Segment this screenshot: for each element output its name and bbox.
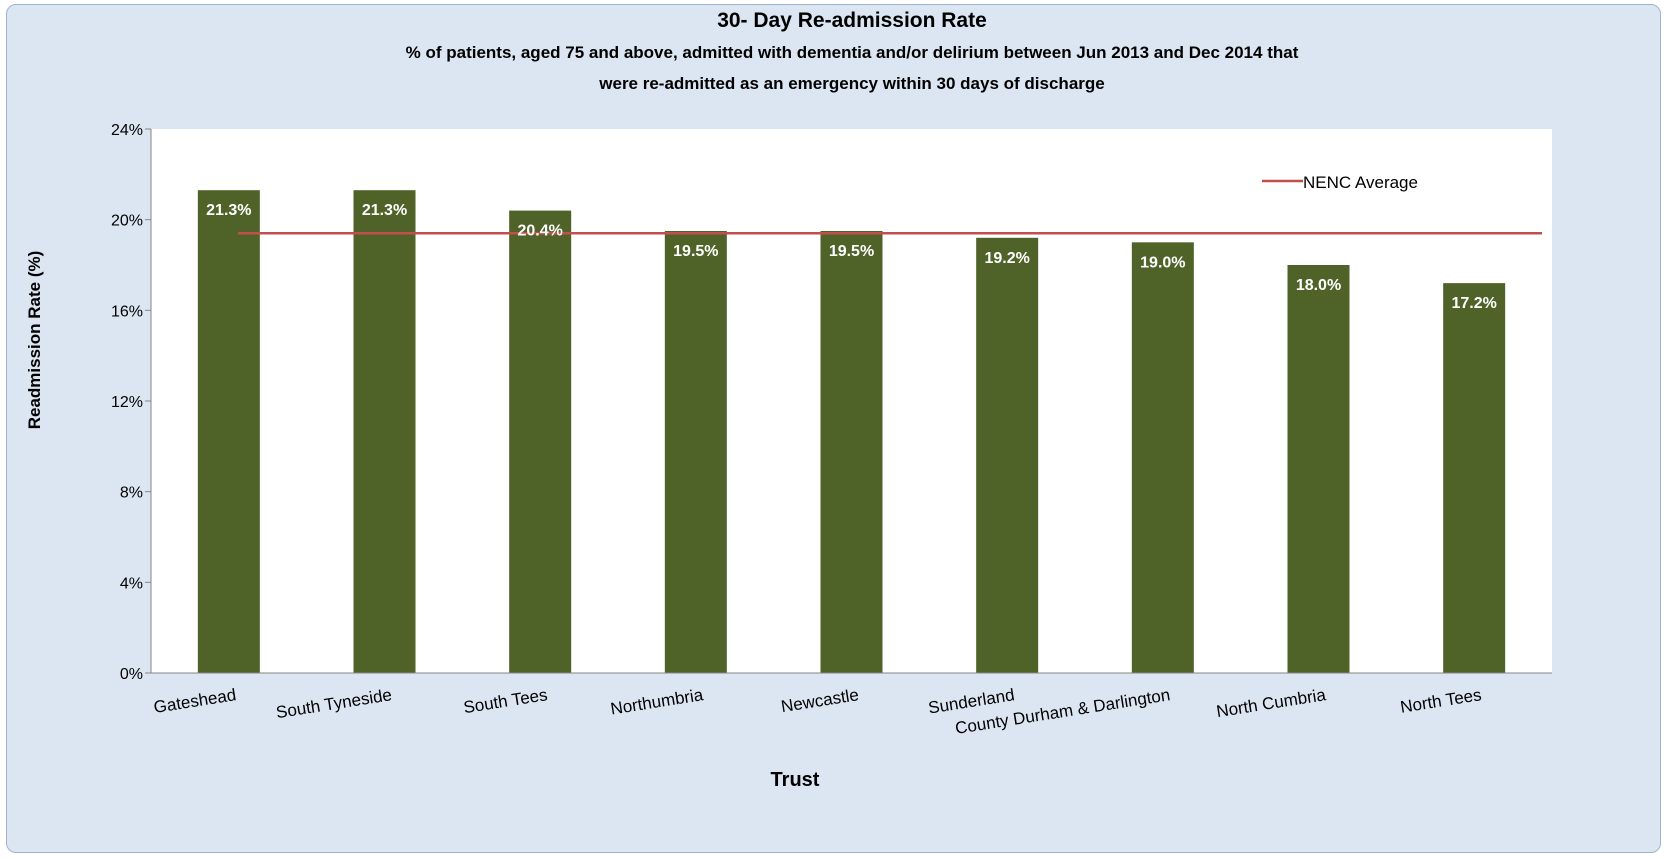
bar <box>664 231 727 673</box>
x-tick-label: North Tees <box>1399 685 1483 717</box>
y-axis-title: Readmission Rate (%) <box>25 251 44 430</box>
bar-value-label: 19.0% <box>1140 254 1185 271</box>
bar <box>1131 242 1194 674</box>
bar-value-label: 19.5% <box>829 243 874 260</box>
legend: NENC Average <box>1262 173 1418 192</box>
y-tick-label: 24% <box>111 122 143 139</box>
x-tick-label: South Tyneside <box>275 685 393 722</box>
bars-group <box>197 190 1506 674</box>
bar-value-label: 17.2% <box>1451 295 1496 312</box>
chart-subtitle-line-2: were re-admitted as an emergency within … <box>598 74 1104 93</box>
y-axis: 0% 4% 8% 12% 16% 20% 24% <box>111 122 152 683</box>
chart-subtitle-line-1: % of patients, aged 75 and above, admitt… <box>406 43 1299 62</box>
data-labels-group: 21.3% 21.3% 20.4% 19.5% 19.5% 19.2% 19.0% 18.0%… <box>206 202 1497 312</box>
y-tick-label: 0% <box>120 666 143 683</box>
bar-value-label: 19.5% <box>673 243 718 260</box>
bar <box>976 237 1039 674</box>
x-axis-title: Trust <box>771 769 820 791</box>
x-tick-label: North Cumbria <box>1215 685 1328 721</box>
y-tick-label: 4% <box>120 575 143 592</box>
x-tick-label: South Tees <box>462 685 549 717</box>
bar <box>820 231 883 673</box>
bar <box>1443 283 1506 673</box>
bar-value-label: 19.2% <box>984 250 1029 267</box>
bar <box>353 190 416 673</box>
y-tick-label: 20% <box>111 213 143 230</box>
y-tick-label: 8% <box>120 485 143 502</box>
bar-value-label: 21.3% <box>362 202 407 219</box>
x-axis: Gateshead South Tyneside South Tees Northum… <box>151 672 1552 738</box>
chart-title: 30- Day Re-admission Rate <box>717 9 987 32</box>
x-tick-label: Newcastle <box>780 685 860 716</box>
x-tick-label: Northumbria <box>609 685 705 718</box>
bar-value-label: 18.0% <box>1296 277 1341 294</box>
bar <box>197 190 260 673</box>
bar-value-label: 20.4% <box>517 223 562 240</box>
bar <box>1287 265 1350 673</box>
y-tick-label: 16% <box>111 303 143 320</box>
legend-label: NENC Average <box>1303 173 1418 192</box>
bar <box>509 210 572 673</box>
x-tick-label: Gateshead <box>152 685 237 717</box>
bar-value-label: 21.3% <box>206 202 251 219</box>
y-tick-label: 12% <box>111 394 143 411</box>
